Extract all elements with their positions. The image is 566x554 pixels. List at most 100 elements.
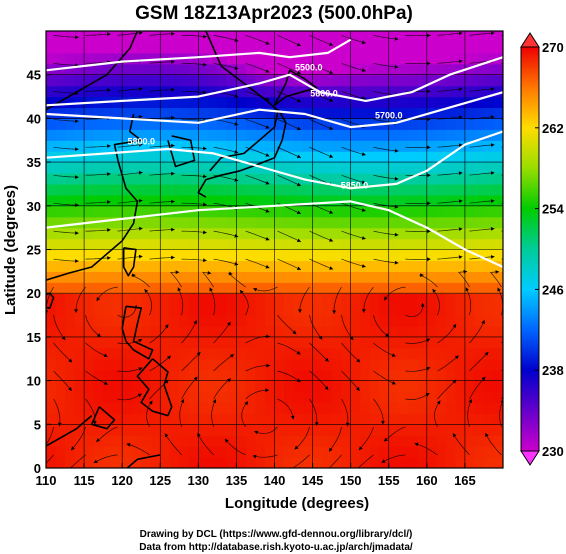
heatmap-cell: [93, 41, 104, 54]
heatmap-cell: [103, 424, 114, 436]
heatmap-cell: [274, 41, 285, 54]
heatmap-cell: [226, 315, 238, 327]
heatmap-cell: [293, 369, 304, 382]
heatmap-cell: [150, 85, 161, 98]
heatmap-cell: [55, 31, 66, 43]
heatmap-cell: [74, 85, 85, 98]
heatmap-cell: [226, 380, 238, 393]
streamline-arrow: [68, 358, 73, 363]
heatmap-cell: [179, 391, 190, 404]
heatmap-cell: [46, 315, 57, 327]
heatmap-cell: [417, 413, 428, 425]
heatmap-cell: [312, 391, 323, 404]
heatmap-cell: [493, 173, 503, 185]
heatmap-cell: [141, 31, 152, 43]
heatmap-cell: [426, 457, 437, 468]
heatmap-cell: [350, 347, 361, 360]
heatmap-cell: [464, 216, 476, 229]
heatmap-cell: [369, 74, 380, 87]
heatmap-cell: [464, 358, 476, 371]
heatmap-cell: [303, 227, 314, 240]
streamline-arrow: [394, 37, 399, 41]
streamline-arrow: [497, 287, 501, 292]
heatmap-cell: [103, 413, 114, 425]
heatmap-cell: [407, 358, 418, 371]
heatmap-cell: [407, 31, 418, 43]
x-tick-label: 115: [74, 473, 95, 488]
heatmap-cell: [264, 107, 276, 120]
heatmap-cell: [303, 74, 314, 87]
heatmap-cell: [426, 151, 437, 163]
heatmap-cell: [217, 216, 228, 229]
streamline-arrow: [490, 255, 495, 259]
heatmap-cell: [65, 162, 76, 174]
heatmap-cell: [284, 183, 295, 196]
heatmap-cell: [426, 391, 437, 404]
heatmap-cell: [255, 391, 266, 404]
heatmap-cell: [112, 162, 123, 174]
streamline: [469, 172, 495, 176]
heatmap-cell: [217, 129, 228, 141]
heatmap-cell: [341, 358, 352, 371]
contour-label: 5600.0: [310, 89, 338, 99]
heatmap-cell: [483, 31, 495, 43]
heatmap-cell: [236, 162, 247, 174]
heatmap-cell: [217, 52, 228, 65]
heatmap-cell: [65, 413, 76, 425]
heatmap-cell: [350, 271, 361, 283]
heatmap-cell: [198, 74, 209, 87]
heatmap-cell: [483, 183, 495, 196]
heatmap-cell: [255, 336, 266, 349]
heatmap-cell: [455, 227, 466, 240]
heatmap-cell: [236, 315, 247, 327]
heatmap-cell: [493, 347, 503, 360]
heatmap-cell: [188, 325, 199, 338]
heatmap-cell: [84, 205, 95, 218]
heatmap-cell: [483, 194, 495, 207]
heatmap-cell: [455, 435, 466, 447]
heatmap-cell: [455, 96, 466, 109]
streamline: [309, 230, 334, 242]
heatmap-cell: [360, 162, 371, 174]
heatmap-cell: [169, 41, 180, 54]
heatmap-cell: [103, 162, 114, 174]
streamline: [75, 286, 86, 313]
heatmap-cell: [245, 96, 257, 109]
heatmap-cell: [264, 260, 276, 272]
heatmap-cell: [207, 435, 218, 447]
heatmap-cell: [160, 41, 171, 54]
heatmap-cell: [493, 358, 503, 371]
streamline-arrow: [436, 400, 441, 405]
heatmap-cell: [426, 271, 437, 283]
heatmap-cell: [303, 52, 314, 65]
heatmap-cell: [303, 336, 314, 349]
heatmap-cell: [464, 118, 476, 130]
heatmap-cell: [131, 118, 142, 130]
heatmap-cell: [122, 41, 133, 54]
heatmap-cell: [445, 107, 456, 120]
heatmap-cell: [245, 435, 257, 447]
heatmap-cell: [274, 85, 285, 98]
heatmap-cell: [245, 162, 257, 174]
heatmap-cell: [236, 271, 247, 283]
heatmap-cell: [274, 151, 285, 163]
heatmap-cell: [141, 315, 152, 327]
heatmap-cell: [493, 304, 503, 316]
streamline: [501, 369, 503, 372]
streamline: [341, 35, 366, 44]
heatmap-cell: [236, 424, 247, 436]
heatmap-cell: [160, 424, 171, 436]
heatmap-cell: [322, 129, 333, 141]
heatmap-cell: [445, 205, 456, 218]
heatmap-cell: [103, 347, 114, 360]
coastlines: [46, 31, 318, 468]
heatmap-cell: [474, 315, 485, 327]
heatmap-cell: [264, 85, 276, 98]
heatmap-cell: [455, 249, 466, 262]
heatmap-cell: [426, 173, 437, 185]
heatmap-cell: [131, 107, 142, 120]
heatmap-cell: [264, 52, 276, 65]
streamline-arrow: [41, 448, 45, 452]
heatmap-cell: [74, 457, 85, 468]
heatmap-cell: [322, 194, 333, 207]
